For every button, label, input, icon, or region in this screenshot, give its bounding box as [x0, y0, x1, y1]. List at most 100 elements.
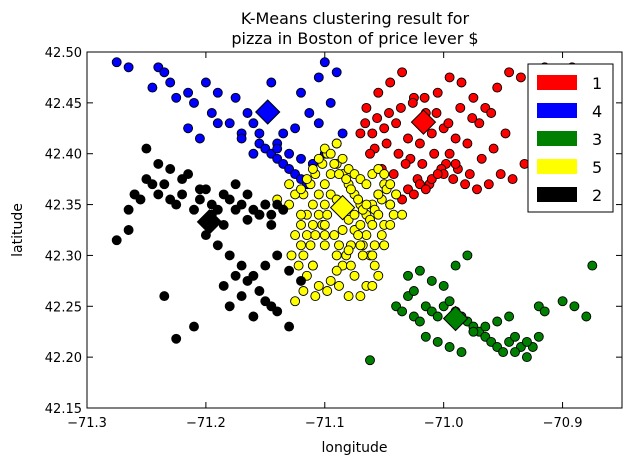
legend-swatch-1	[537, 75, 577, 90]
data-point-cluster-5	[388, 209, 399, 220]
data-point-cluster-1	[355, 128, 366, 139]
data-point-cluster-1	[483, 179, 494, 190]
data-point-cluster-2	[230, 179, 241, 190]
data-point-cluster-2	[230, 204, 241, 215]
data-point-cluster-5	[397, 209, 408, 220]
y-tick-label: 42.45	[45, 97, 82, 112]
data-point-cluster-3	[414, 265, 425, 276]
data-point-cluster-5	[369, 260, 380, 271]
data-point-cluster-2	[165, 164, 176, 174]
data-point-cluster-5	[298, 286, 309, 296]
data-point-cluster-1	[419, 92, 430, 103]
data-point-cluster-2	[147, 179, 158, 190]
data-point-cluster-3	[557, 296, 568, 307]
data-point-cluster-5	[373, 209, 384, 220]
data-point-cluster-1	[450, 158, 461, 169]
data-point-cluster-1	[429, 148, 440, 159]
data-point-cluster-5	[322, 286, 333, 296]
data-point-cluster-5	[298, 250, 309, 261]
data-point-cluster-3	[462, 250, 473, 261]
data-point-cluster-2	[260, 199, 271, 210]
data-point-cluster-5	[349, 270, 360, 281]
data-point-cluster-2	[129, 189, 140, 200]
data-point-cluster-5	[331, 265, 342, 276]
data-point-cluster-4	[194, 133, 205, 144]
data-point-cluster-5	[325, 275, 336, 286]
data-point-cluster-1	[500, 128, 511, 139]
data-point-cluster-5	[301, 230, 312, 241]
data-point-cluster-1	[432, 169, 443, 180]
data-point-cluster-2	[123, 225, 134, 235]
data-point-cluster-2	[224, 250, 235, 261]
legend-label: 5	[592, 158, 602, 177]
data-point-cluster-4	[212, 118, 223, 129]
y-axis: 42.15 42.20 42.25 42.30 42.35 42.40 42.45 42.50	[45, 46, 622, 417]
data-point-cluster-1	[372, 113, 383, 124]
data-point-cluster-1	[417, 158, 428, 169]
data-point-cluster-1	[448, 174, 459, 185]
x-tick-label: −71.0	[424, 416, 464, 431]
legend: 1 4 3 5 2	[527, 63, 614, 213]
y-tick-label: 42.15	[45, 402, 82, 417]
x-tick-label: −71.2	[186, 416, 226, 431]
legend-label: 3	[592, 130, 602, 149]
data-point-cluster-2	[242, 275, 253, 286]
data-point-cluster-5	[367, 219, 378, 230]
data-point-cluster-5	[313, 280, 324, 291]
data-point-cluster-1	[397, 67, 408, 78]
legend-swatch-5	[537, 159, 577, 174]
data-point-cluster-2	[242, 189, 253, 200]
data-point-cluster-2	[224, 301, 235, 312]
data-point-cluster-5	[391, 189, 402, 200]
data-point-cluster-3	[432, 336, 443, 347]
centroids-layer	[196, 99, 469, 332]
data-point-cluster-5	[329, 230, 340, 241]
data-point-cluster-2	[141, 143, 152, 154]
data-point-cluster-5	[361, 230, 372, 241]
data-point-cluster-2	[218, 219, 229, 230]
data-point-cluster-5	[385, 199, 396, 210]
data-point-cluster-1	[426, 128, 437, 139]
data-point-cluster-1	[488, 143, 499, 154]
data-point-cluster-3	[426, 275, 437, 286]
data-point-cluster-4	[304, 108, 315, 118]
data-point-cluster-5	[379, 169, 390, 180]
y-tick-label: 42.35	[45, 199, 82, 214]
data-point-cluster-5	[349, 209, 360, 220]
data-point-cluster-5	[355, 219, 366, 230]
data-point-cluster-5	[319, 219, 330, 230]
y-tick-label: 42.40	[45, 148, 82, 163]
data-point-cluster-4	[337, 128, 348, 139]
data-point-cluster-3	[403, 270, 413, 281]
data-point-cluster-4	[313, 118, 324, 129]
legend-label: 2	[592, 186, 602, 205]
data-point-cluster-5	[385, 219, 396, 230]
data-point-cluster-5	[343, 245, 354, 256]
data-point-cluster-4	[296, 87, 306, 98]
data-point-cluster-4	[159, 67, 170, 78]
data-point-cluster-1	[474, 118, 485, 129]
data-point-cluster-3	[408, 286, 419, 296]
data-point-cluster-4	[242, 108, 253, 118]
x-tick-label: −71.3	[67, 416, 107, 431]
data-point-cluster-4	[290, 123, 301, 134]
data-point-cluster-5	[334, 240, 344, 251]
data-point-cluster-4	[331, 67, 342, 78]
data-point-cluster-1	[507, 174, 518, 185]
data-point-cluster-2	[254, 209, 265, 220]
data-point-cluster-4	[278, 128, 289, 139]
data-point-cluster-1	[393, 148, 404, 159]
data-point-cluster-4	[319, 57, 330, 68]
data-point-cluster-2	[278, 204, 289, 215]
data-point-cluster-1	[460, 179, 471, 190]
data-point-cluster-2	[194, 184, 205, 195]
data-point-cluster-3	[521, 336, 532, 347]
data-point-cluster-4	[206, 108, 217, 118]
data-point-cluster-2	[194, 194, 205, 205]
data-point-cluster-1	[367, 128, 378, 139]
data-point-cluster-5	[293, 260, 304, 271]
data-point-cluster-1	[467, 113, 478, 124]
data-point-cluster-2	[218, 280, 229, 291]
data-point-cluster-1	[407, 97, 418, 108]
